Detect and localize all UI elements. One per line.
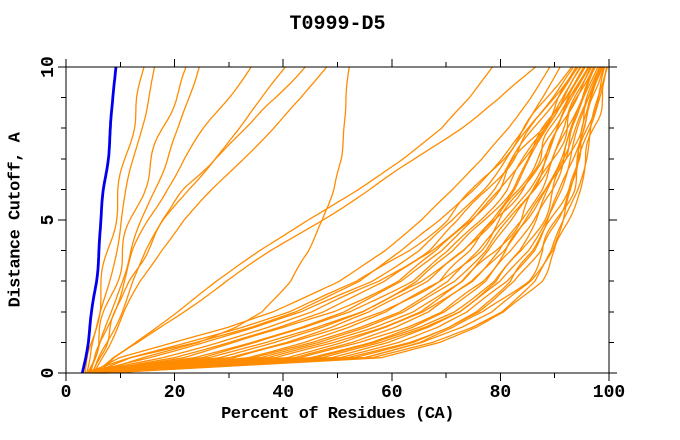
model-steep-3: [87, 66, 187, 374]
x-tick-label: 0: [61, 383, 72, 403]
x-tick-label: 20: [164, 383, 186, 403]
model-curve-bundle: [90, 66, 581, 374]
model-curve-bundle: [88, 66, 579, 374]
model-curve-bundle: [100, 66, 599, 374]
x-tick-label: 80: [490, 383, 512, 403]
model-curve-bundle: [98, 66, 595, 374]
model-steep-4: [88, 66, 200, 374]
model-curve-bundle: [87, 66, 577, 374]
model-curve-bundle: [95, 66, 590, 374]
model-curve-bundle: [91, 66, 585, 374]
model-curve-bundle: [106, 66, 609, 374]
model-diagonal-1: [95, 66, 493, 374]
model-curve-bundle: [101, 66, 601, 374]
y-tick-label: 5: [39, 215, 59, 226]
x-tick-label: 60: [381, 383, 403, 403]
model-curve-bundle: [106, 66, 608, 374]
y-tick-label: 10: [39, 56, 59, 78]
model-mid-1: [89, 66, 252, 374]
x-tick-label: 100: [593, 383, 625, 403]
highlighted-model-blue: [80, 66, 118, 374]
model-curve-bundle: [102, 66, 601, 374]
model-curve-bundle: [96, 66, 592, 374]
model-curve-bundle: [99, 66, 596, 374]
model-curve-bundle: [101, 66, 601, 374]
x-axis-label: Percent of Residues (CA): [221, 405, 454, 424]
model-steep-2: [85, 66, 156, 374]
model-curve-bundle: [92, 66, 585, 374]
model-knee-52: [95, 66, 350, 374]
model-diagonal-2: [98, 66, 536, 374]
y-tick-label: 0: [39, 368, 59, 379]
model-mid-3: [91, 66, 306, 374]
model-near-bundle-2: [92, 66, 561, 374]
model-curve-bundle: [104, 66, 605, 374]
curves-layer: [80, 66, 609, 374]
model-steep-1: [84, 66, 145, 374]
model-curve-bundle: [105, 66, 608, 374]
model-curve-bundle: [97, 66, 593, 374]
model-curve-bundle: [94, 66, 589, 374]
chart-title: T0999-D5: [289, 13, 386, 36]
x-tick-label: 40: [272, 383, 294, 403]
model-mid-4: [93, 66, 328, 374]
model-near-bundle-1: [90, 66, 551, 374]
model-curve-bundle: [104, 66, 606, 374]
